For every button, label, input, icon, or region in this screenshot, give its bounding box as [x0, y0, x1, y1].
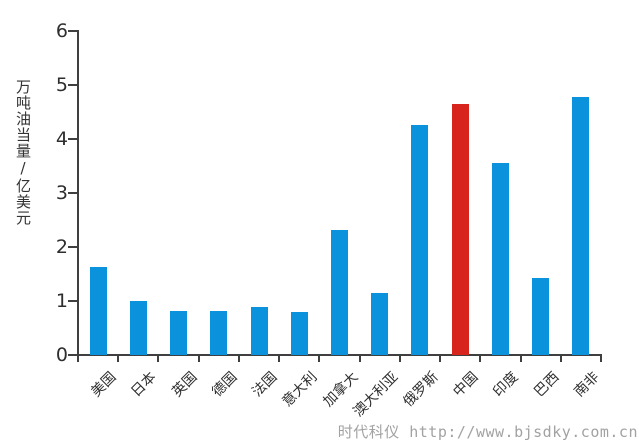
x-tick-mark-2: [157, 356, 160, 362]
x-tick-mark-4: [237, 356, 240, 362]
bar-俄罗斯: [411, 125, 428, 355]
x-label-俄罗斯: 俄罗斯: [400, 369, 442, 411]
y-tick-mark-2: [68, 246, 77, 248]
bar-南非: [572, 97, 589, 355]
x-tick-mark-11: [519, 356, 522, 362]
bar-加拿大: [331, 230, 348, 355]
bar-德国: [210, 311, 227, 355]
bar-中国: [452, 104, 469, 355]
y-tick-mark-6: [68, 30, 77, 32]
x-label-意大利: 意大利: [279, 369, 321, 411]
x-tick-mark-6: [318, 356, 321, 362]
y-tick-label-2: 2: [55, 236, 68, 258]
x-label-日本: 日本: [128, 369, 160, 401]
y-tick-label-3: 3: [55, 182, 68, 204]
y-tick-mark-0: [68, 354, 77, 356]
x-label-南非: 南非: [571, 369, 603, 401]
x-tick-mark-0: [77, 356, 79, 362]
y-axis-line: [77, 30, 79, 356]
x-tick-mark-12: [559, 356, 562, 362]
x-tick-mark-10: [479, 356, 482, 362]
y-tick-mark-5: [68, 84, 77, 86]
x-tick-mark-7: [358, 356, 361, 362]
x-label-中国: 中国: [450, 369, 482, 401]
bar-日本: [130, 301, 147, 355]
x-label-巴西: 巴西: [531, 369, 563, 401]
y-tick-mark-3: [68, 192, 77, 194]
y-tick-label-5: 5: [55, 74, 68, 96]
y-tick-label-6: 6: [55, 20, 68, 42]
x-tick-mark-9: [439, 356, 442, 362]
x-tick-mark-5: [278, 356, 281, 362]
bar-法国: [251, 307, 268, 355]
x-tick-mark-3: [197, 356, 200, 362]
watermark: 时代科仪 http://www.bjsdky.com.cn: [337, 423, 638, 441]
bar-巴西: [532, 278, 549, 355]
y-tick-label-4: 4: [55, 128, 68, 150]
x-tick-mark-8: [398, 356, 401, 362]
x-tick-mark-13: [600, 356, 602, 362]
x-label-英国: 英国: [169, 369, 201, 401]
y-tick-mark-4: [68, 138, 77, 140]
x-label-印度: 印度: [490, 369, 522, 401]
bar-澳大利亚: [371, 293, 388, 355]
y-tick-mark-1: [68, 300, 77, 302]
x-label-美国: 美国: [88, 369, 120, 401]
bar-意大利: [291, 312, 308, 355]
x-axis-line: [77, 354, 602, 356]
bar-美国: [90, 267, 107, 355]
x-tick-mark-1: [117, 356, 120, 362]
y-axis-title: 万吨油当量/亿美元: [14, 79, 32, 226]
x-label-法国: 法国: [249, 369, 281, 401]
bar-印度: [492, 163, 509, 355]
y-tick-label-0: 0: [55, 344, 68, 366]
y-tick-label-1: 1: [55, 290, 68, 312]
bar-英国: [170, 311, 187, 355]
x-label-德国: 德国: [209, 369, 241, 401]
